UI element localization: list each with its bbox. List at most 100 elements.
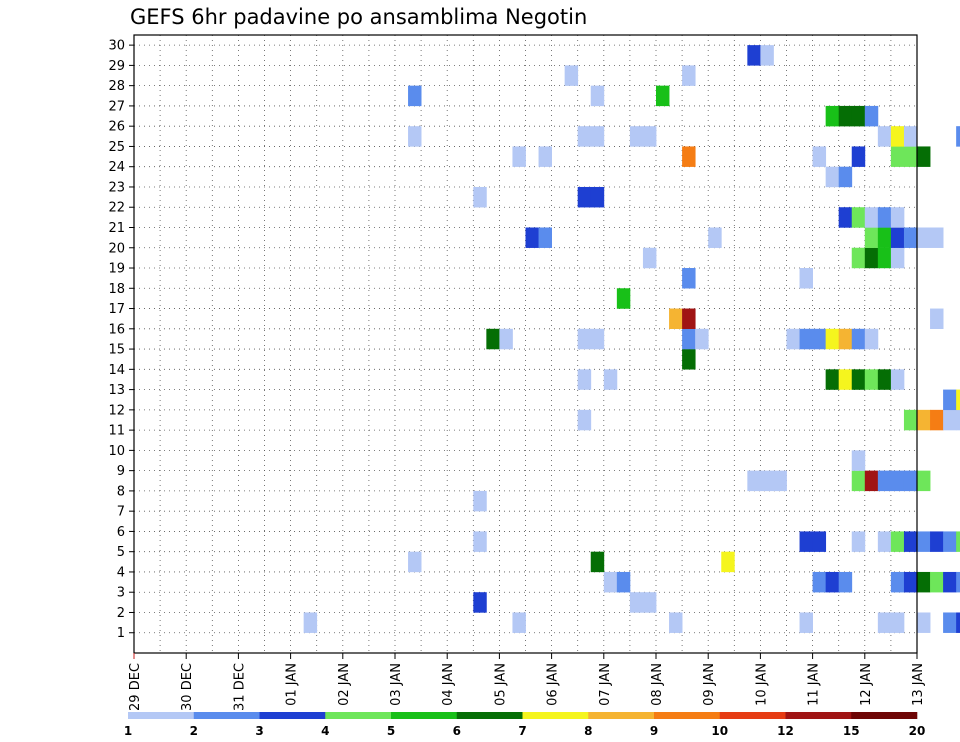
heatmap-cell [903,470,918,492]
heatmap-cell [864,207,879,228]
heatmap-cell [408,126,422,147]
heatmap-cell [642,126,657,147]
heatmap-cell [890,531,905,552]
y-tick-label: 24 [108,160,125,175]
heatmap-cell [682,328,696,350]
heatmap-cell [890,612,905,633]
heatmap-cell [851,470,866,492]
heatmap-cell [682,146,696,167]
heatmap-cell [486,328,500,350]
heatmap-cell [903,227,918,248]
heatmap-cell [629,126,644,147]
heatmap-cell [903,571,918,593]
legend-label: 6 [453,724,461,738]
y-tick-label: 23 [108,180,125,195]
heatmap-cell [917,146,931,167]
y-tick-label: 27 [108,99,125,114]
heatmap-cell [838,105,853,127]
heatmap-cell [799,328,813,350]
heatmap-cell [682,308,696,330]
heatmap-cell [943,409,957,431]
y-tick-label: 29 [108,59,125,74]
heatmap-cell [851,146,866,167]
legend-label: 15 [843,724,860,738]
heatmap-cell [669,612,683,633]
heatmap-cell [642,247,657,269]
heatmap-cell [603,369,618,390]
legend-swatch [128,712,195,719]
heatmap-cell [917,531,931,552]
y-tick-label: 8 [117,484,125,499]
heatmap-cell [890,207,905,228]
heatmap-cell [851,450,866,471]
heatmap-cell [799,531,813,552]
heatmap-cell [956,389,960,411]
y-tick-label: 10 [108,444,125,459]
heatmap-cell [708,227,722,248]
y-tick-label: 19 [108,262,125,277]
heatmap-cell [917,470,931,492]
x-tick-label: 04 JAN [441,663,456,706]
heatmap-cell [851,369,866,390]
legend-swatch [719,712,786,719]
x-tick-label: 03 JAN [389,663,404,706]
heatmap-cell [682,268,696,289]
legend-label: 8 [584,724,592,738]
heatmap-cell [917,227,931,248]
legend-label: 10 [711,724,728,738]
heatmap-cell [786,328,800,350]
y-tick-label: 20 [108,241,125,256]
y-tick-label: 12 [108,403,125,418]
heatmap-cell [838,166,853,188]
legend-swatch [588,712,655,719]
heatmap-cell [956,531,960,552]
heatmap-cell [838,328,853,350]
heatmap-cell [682,349,696,370]
heatmap-cell [930,531,944,552]
heatmap-cell [838,369,853,390]
heatmap-cell [590,85,605,107]
y-tick-label: 30 [108,39,125,54]
heatmap-cell [656,85,670,107]
heatmap-cell [930,308,944,330]
y-tick-label: 22 [108,201,125,216]
heatmap-cell [956,612,960,633]
heatmap-cell [499,328,513,350]
heatmap-cell [851,247,866,269]
heatmap-cells [303,45,960,633]
legend-label: 9 [650,724,658,738]
heatmap-cell [825,571,840,593]
y-tick-label: 17 [108,302,125,317]
y-tick-label: 15 [108,343,125,358]
plot-frame [133,34,918,654]
heatmap-cell [890,571,905,593]
y-tick-label: 5 [117,545,125,560]
heatmap-cell [721,551,735,573]
y-tick-label: 16 [108,322,125,337]
heatmap-cell [408,551,422,573]
heatmap-cell [825,328,840,350]
x-tick-label: 06 JAN [546,663,561,706]
y-tick-label: 6 [117,525,125,540]
heatmap-cell [512,146,526,167]
heatmap-cell [812,328,827,350]
y-tick-label: 3 [117,586,125,601]
heatmap-cell [812,571,827,593]
y-tick-label: 14 [108,363,125,378]
heatmap-cell [903,146,918,167]
heatmap-cell [473,490,487,512]
heatmap-cell [812,531,827,552]
heatmap-cell [943,531,957,552]
legend-label: 2 [190,724,198,738]
heatmap-cell [682,65,696,86]
heatmap-cell [903,409,918,431]
heatmap-cell [956,409,960,431]
y-tick-label: 2 [117,606,125,621]
heatmap-cell [917,571,931,593]
heatmap-cell [890,126,905,147]
heatmap-cell [577,409,592,431]
heatmap-cell [930,571,944,593]
legend-swatch [259,712,326,719]
legend-swatch [325,712,392,719]
heatmap-cell [747,45,761,66]
